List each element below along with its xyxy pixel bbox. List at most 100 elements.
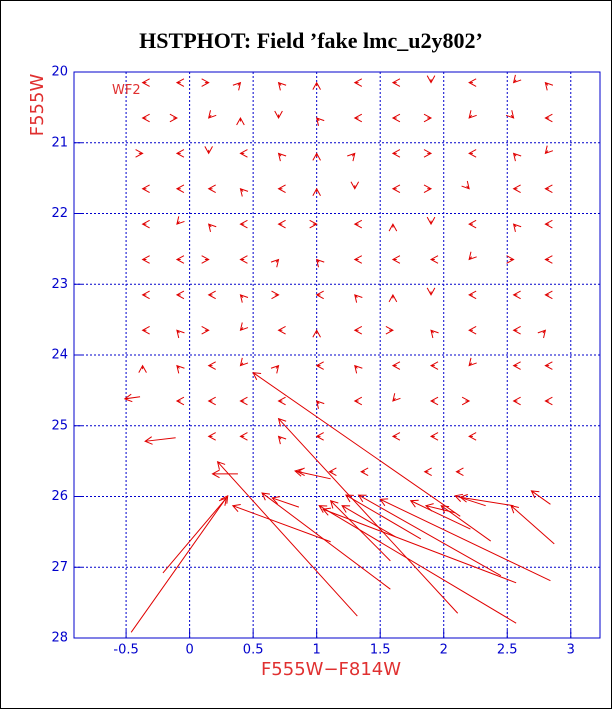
arrow — [141, 219, 150, 229]
arrow — [207, 290, 216, 300]
annotation: WF2 — [112, 83, 141, 98]
arrow — [468, 219, 477, 229]
arrow — [261, 492, 391, 590]
arrow — [544, 184, 553, 194]
arrow — [350, 181, 360, 190]
arrow — [141, 325, 150, 335]
arrow — [512, 325, 521, 335]
arrow — [353, 219, 363, 229]
arrow — [423, 113, 433, 123]
x-tick-label: 1 — [313, 643, 321, 658]
arrow — [315, 117, 325, 126]
arrow — [239, 357, 249, 367]
arrow — [423, 149, 433, 158]
arrow — [239, 396, 248, 406]
arrow — [468, 325, 477, 335]
x-tick-label: 2.5 — [497, 643, 518, 658]
arrow — [169, 113, 178, 123]
arrow — [391, 149, 401, 158]
arrow — [309, 219, 318, 229]
arrow — [201, 325, 210, 335]
x-tick-label: 3 — [567, 643, 575, 658]
arrow — [130, 494, 229, 633]
arrow — [318, 505, 517, 624]
arrow — [391, 184, 401, 194]
arrow — [138, 364, 147, 373]
arrow — [315, 290, 324, 300]
arrow — [391, 113, 401, 123]
arrow — [512, 361, 521, 370]
arrow — [277, 152, 287, 162]
arrow — [544, 219, 553, 229]
arrow — [271, 290, 280, 300]
arrow — [312, 187, 321, 196]
arrow — [315, 432, 324, 441]
y-tick-label: 22 — [51, 206, 68, 221]
arrow — [544, 81, 554, 91]
arrow — [385, 325, 394, 335]
y-tick-label: 21 — [51, 135, 68, 150]
arrow — [175, 184, 185, 194]
x-tick-label: -0.5 — [113, 643, 138, 658]
arrow — [274, 110, 283, 120]
x-tick-label: 1.5 — [370, 643, 391, 658]
arrow — [388, 293, 398, 303]
arrow — [239, 149, 248, 158]
arrow — [239, 187, 249, 197]
arrow — [510, 505, 555, 545]
arrow — [175, 290, 185, 300]
arrow — [270, 364, 280, 374]
arrow — [322, 507, 517, 584]
arrow — [207, 396, 216, 406]
arrow — [239, 432, 248, 441]
arrow — [357, 494, 502, 577]
arrow — [315, 361, 324, 370]
arrow — [409, 499, 471, 530]
y-tick-label: 28 — [51, 631, 68, 646]
arrow — [232, 81, 242, 91]
arrow — [176, 364, 185, 374]
arrow — [544, 396, 553, 406]
arrow — [388, 223, 398, 232]
arrow — [239, 294, 249, 303]
arrow — [461, 396, 471, 406]
arrow — [391, 78, 401, 87]
y-axis-label: F555W — [27, 74, 48, 137]
arrow — [207, 223, 217, 233]
arrow — [216, 461, 358, 617]
arrow — [329, 500, 391, 562]
arrow — [506, 255, 515, 264]
arrow — [512, 396, 521, 406]
arrow — [207, 110, 217, 119]
arrow — [468, 432, 477, 441]
arrow — [391, 255, 401, 264]
arrow — [315, 400, 325, 409]
arrow — [236, 116, 245, 126]
arrow — [201, 78, 210, 87]
x-tick-label: 0.5 — [243, 643, 264, 658]
chart-title: HSTPHOT: Field ’fake lmc_u2y802’ — [139, 28, 483, 53]
arrow — [424, 503, 456, 514]
arrow — [423, 467, 432, 477]
arrow — [277, 81, 287, 91]
arrow — [141, 184, 150, 194]
arrow — [141, 78, 150, 87]
arrow — [294, 468, 331, 480]
arrow — [537, 329, 547, 339]
arrow — [239, 322, 249, 332]
arrow — [277, 184, 286, 194]
arrow — [231, 504, 331, 543]
arrow — [347, 152, 356, 162]
arrow — [270, 258, 280, 268]
arrow — [176, 216, 185, 225]
arrow — [211, 469, 238, 479]
x-tick-label: 0 — [185, 643, 193, 658]
arrow — [354, 364, 363, 374]
arrow — [468, 110, 477, 119]
arrow — [175, 78, 185, 87]
arrow — [123, 393, 141, 403]
arrow — [512, 223, 522, 233]
arrow — [391, 361, 401, 370]
arrow — [239, 219, 248, 229]
